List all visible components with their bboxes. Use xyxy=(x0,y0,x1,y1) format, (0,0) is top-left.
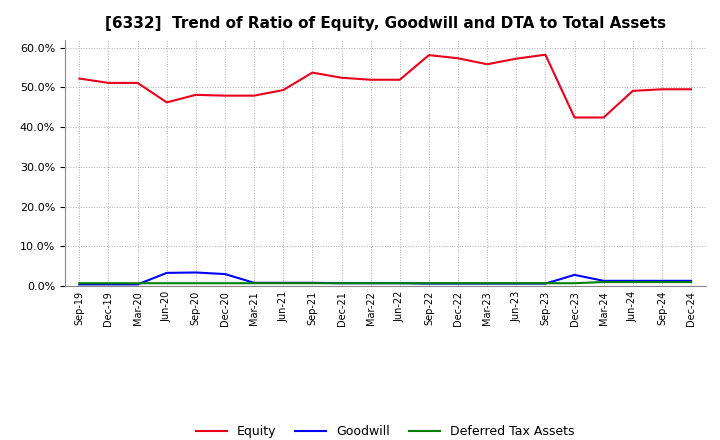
Deferred Tax Assets xyxy=(657,279,666,285)
Goodwill xyxy=(104,282,113,287)
Goodwill xyxy=(250,280,258,286)
Goodwill xyxy=(570,272,579,278)
Deferred Tax Assets xyxy=(687,279,696,285)
Equity xyxy=(541,52,550,57)
Deferred Tax Assets xyxy=(75,281,84,286)
Goodwill xyxy=(483,281,492,286)
Goodwill xyxy=(366,281,375,286)
Goodwill xyxy=(220,271,229,277)
Deferred Tax Assets xyxy=(599,279,608,285)
Equity xyxy=(75,76,84,81)
Goodwill xyxy=(133,282,142,287)
Goodwill xyxy=(192,270,200,275)
Deferred Tax Assets xyxy=(337,281,346,286)
Deferred Tax Assets xyxy=(570,281,579,286)
Line: Goodwill: Goodwill xyxy=(79,272,691,284)
Deferred Tax Assets xyxy=(133,281,142,286)
Equity xyxy=(192,92,200,98)
Deferred Tax Assets xyxy=(512,281,521,286)
Goodwill xyxy=(687,278,696,283)
Goodwill xyxy=(425,281,433,286)
Equity xyxy=(599,115,608,120)
Equity xyxy=(250,93,258,98)
Equity xyxy=(308,70,317,75)
Deferred Tax Assets xyxy=(104,281,113,286)
Equity xyxy=(687,87,696,92)
Equity xyxy=(104,80,113,85)
Deferred Tax Assets xyxy=(308,281,317,286)
Equity xyxy=(512,56,521,61)
Goodwill xyxy=(541,281,550,286)
Legend: Equity, Goodwill, Deferred Tax Assets: Equity, Goodwill, Deferred Tax Assets xyxy=(191,420,580,440)
Goodwill xyxy=(337,281,346,286)
Goodwill xyxy=(454,281,462,286)
Goodwill xyxy=(657,278,666,283)
Equity xyxy=(483,62,492,67)
Equity xyxy=(454,55,462,61)
Deferred Tax Assets xyxy=(163,281,171,286)
Equity xyxy=(570,115,579,120)
Goodwill xyxy=(308,280,317,286)
Goodwill xyxy=(512,281,521,286)
Line: Equity: Equity xyxy=(79,55,691,117)
Equity xyxy=(366,77,375,82)
Goodwill xyxy=(279,280,287,286)
Deferred Tax Assets xyxy=(629,279,637,285)
Equity xyxy=(337,75,346,81)
Equity xyxy=(279,88,287,93)
Goodwill xyxy=(163,270,171,275)
Line: Deferred Tax Assets: Deferred Tax Assets xyxy=(79,282,691,283)
Deferred Tax Assets xyxy=(250,281,258,286)
Deferred Tax Assets xyxy=(220,281,229,286)
Goodwill xyxy=(599,278,608,283)
Deferred Tax Assets xyxy=(483,281,492,286)
Title: [6332]  Trend of Ratio of Equity, Goodwill and DTA to Total Assets: [6332] Trend of Ratio of Equity, Goodwil… xyxy=(104,16,666,32)
Deferred Tax Assets xyxy=(541,281,550,286)
Equity xyxy=(163,100,171,105)
Deferred Tax Assets xyxy=(395,281,404,286)
Equity xyxy=(220,93,229,98)
Equity xyxy=(425,52,433,58)
Deferred Tax Assets xyxy=(192,281,200,286)
Equity xyxy=(657,87,666,92)
Deferred Tax Assets xyxy=(425,281,433,286)
Equity xyxy=(133,80,142,85)
Goodwill xyxy=(395,281,404,286)
Goodwill xyxy=(629,278,637,283)
Goodwill xyxy=(75,282,84,287)
Deferred Tax Assets xyxy=(279,281,287,286)
Deferred Tax Assets xyxy=(454,281,462,286)
Equity xyxy=(395,77,404,82)
Equity xyxy=(629,88,637,94)
Deferred Tax Assets xyxy=(366,281,375,286)
